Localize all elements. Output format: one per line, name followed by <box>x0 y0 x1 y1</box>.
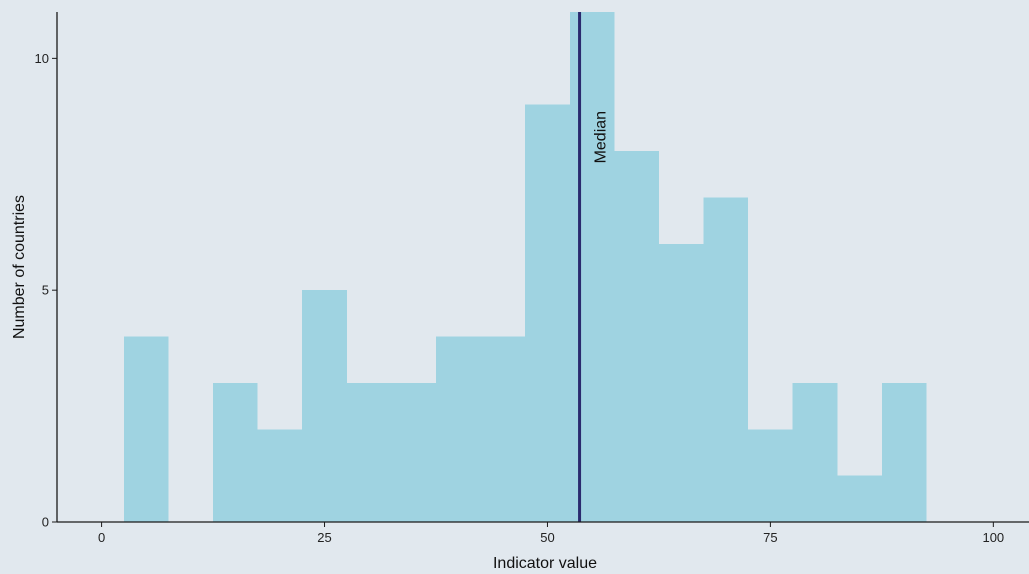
x-tick-label: 75 <box>763 530 777 545</box>
x-tick-label: 25 <box>317 530 331 545</box>
histogram-bar <box>525 104 570 523</box>
histogram-bar <box>614 151 659 522</box>
histogram-bar <box>480 336 526 522</box>
histogram-bar <box>391 382 436 522</box>
histogram-bar <box>881 382 927 522</box>
histogram-bar <box>792 382 838 522</box>
x-tick-label: 50 <box>540 530 554 545</box>
y-axis-title: Number of countries <box>11 195 28 339</box>
histogram-bar <box>837 475 882 522</box>
histogram-bar <box>302 290 347 522</box>
median-label: Median <box>593 111 610 163</box>
histogram-bar <box>123 336 169 522</box>
histogram-bar <box>346 382 392 522</box>
histogram-bar <box>435 336 481 522</box>
x-tick-label: 0 <box>98 530 105 545</box>
y-axis-ticks: 0 5 10 <box>35 51 57 530</box>
x-axis-ticks: 0 25 50 75 100 <box>98 522 1004 545</box>
histogram-bar <box>658 243 704 522</box>
histogram-bar <box>703 197 749 523</box>
y-tick-label: 5 <box>42 283 49 298</box>
x-axis-title: Indicator value <box>493 555 597 572</box>
histogram-bar <box>569 12 615 522</box>
y-tick-label: 10 <box>35 51 49 66</box>
histogram-bar <box>213 382 258 522</box>
x-tick-label: 100 <box>982 530 1004 545</box>
histogram-bars <box>123 12 927 523</box>
histogram-bar <box>257 429 303 522</box>
histogram-bar <box>748 429 793 522</box>
y-tick-label: 0 <box>42 515 49 530</box>
